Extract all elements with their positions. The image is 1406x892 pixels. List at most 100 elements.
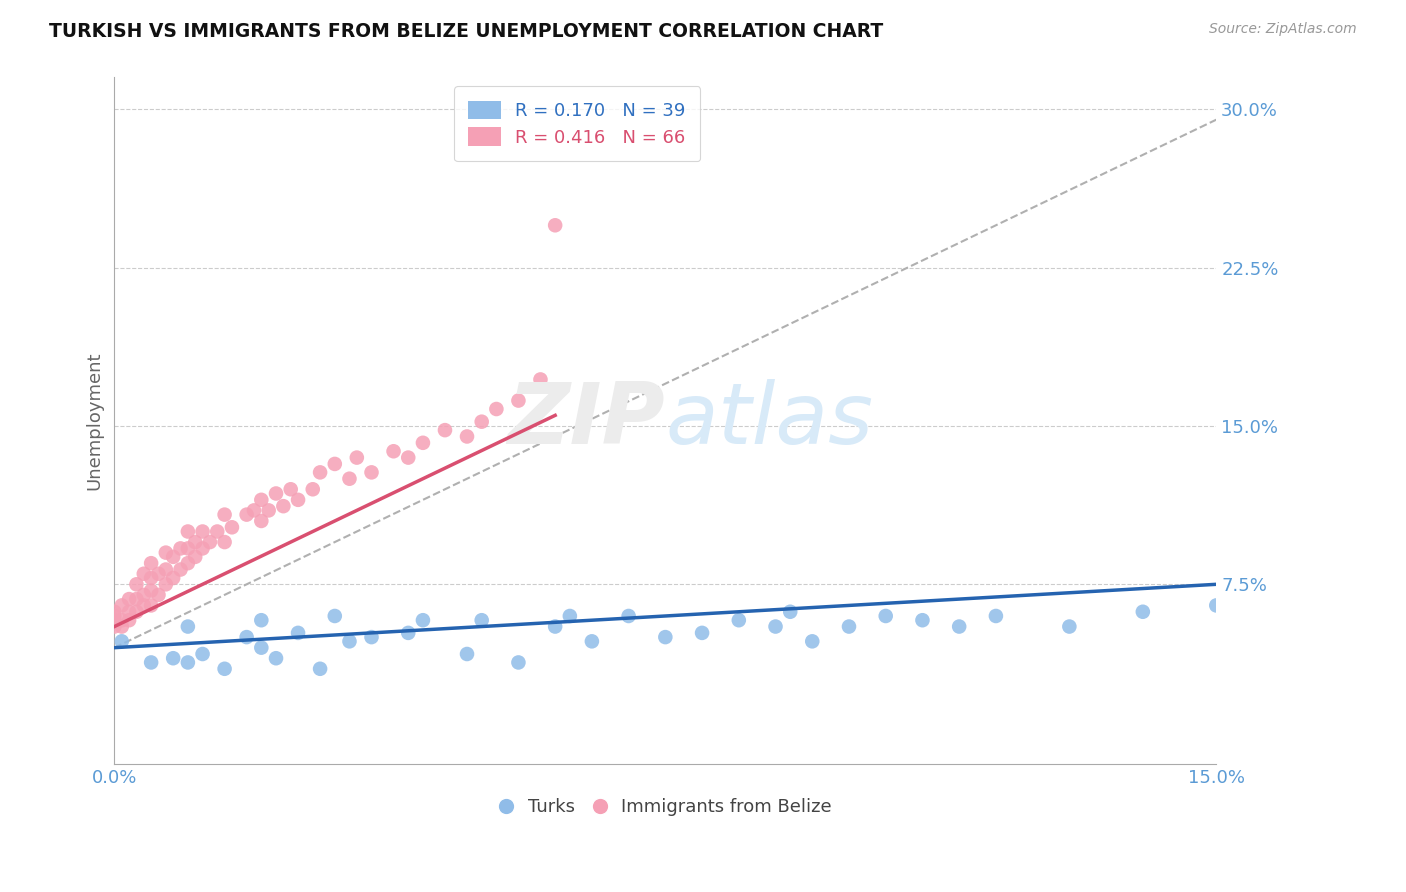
Point [103,609,125,624]
Point [396,450,419,465]
Point [139,583,162,598]
Point [177,524,200,539]
Point [690,626,713,640]
Point [309,466,332,480]
Point [221,520,243,534]
Point [125,592,148,607]
Point [396,626,419,640]
Point [243,503,266,517]
Point [148,588,170,602]
Point [250,640,273,655]
Text: Source: ZipAtlas.com: Source: ZipAtlas.com [1209,22,1357,37]
Text: ZIP: ZIP [508,379,665,462]
Point [984,609,1007,624]
Point [508,393,530,408]
Point [118,613,141,627]
Point [214,662,236,676]
Point [235,630,257,644]
Point [412,613,434,627]
Point [177,556,200,570]
Point [911,613,934,627]
Point [544,619,567,633]
Point [558,609,581,624]
Point [257,503,280,517]
Point [111,634,134,648]
Point [456,647,478,661]
Point [132,599,155,613]
Point [214,508,236,522]
Point [103,605,125,619]
Point [214,535,236,549]
Point [125,605,148,619]
Point [139,556,162,570]
Point [264,486,287,500]
Point [148,566,170,581]
Point [250,492,273,507]
Point [382,444,405,458]
Point [280,483,302,497]
Point [287,626,309,640]
Point [617,609,640,624]
Point [838,619,860,633]
Point [139,599,162,613]
Point [155,577,177,591]
Point [339,472,361,486]
Point [360,466,382,480]
Point [162,651,184,665]
Point [779,605,801,619]
Point [132,566,155,581]
Point [250,514,273,528]
Point [508,656,530,670]
Point [235,508,257,522]
Y-axis label: Unemployment: Unemployment [86,351,103,490]
Point [162,571,184,585]
Point [111,619,134,633]
Point [529,372,551,386]
Point [948,619,970,633]
Text: TURKISH VS IMMIGRANTS FROM BELIZE UNEMPLOYMENT CORRELATION CHART: TURKISH VS IMMIGRANTS FROM BELIZE UNEMPL… [49,22,883,41]
Point [191,524,214,539]
Point [184,535,207,549]
Point [360,630,382,644]
Point [456,429,478,443]
Point [103,619,125,633]
Point [801,634,824,648]
Point [139,656,162,670]
Point [323,609,346,624]
Point [765,619,787,633]
Point [433,423,456,437]
Point [301,483,323,497]
Point [111,613,134,627]
Point [155,562,177,576]
Point [184,549,207,564]
Point [169,541,191,556]
Point [177,541,200,556]
Point [177,619,200,633]
Point [346,450,368,465]
Point [103,613,125,627]
Legend: Turks, Immigrants from Belize: Turks, Immigrants from Belize [491,791,839,823]
Point [485,402,508,417]
Point [177,656,200,670]
Point [875,609,897,624]
Point [1132,605,1154,619]
Point [264,651,287,665]
Point [1059,619,1081,633]
Point [162,549,184,564]
Point [118,592,141,607]
Point [169,562,191,576]
Point [139,571,162,585]
Text: atlas: atlas [665,379,873,462]
Point [339,634,361,648]
Point [132,588,155,602]
Point [581,634,603,648]
Point [544,219,567,233]
Point [1205,599,1227,613]
Point [727,613,749,627]
Point [250,613,273,627]
Point [471,613,494,627]
Point [309,662,332,676]
Point [125,577,148,591]
Point [111,599,134,613]
Point [118,605,141,619]
